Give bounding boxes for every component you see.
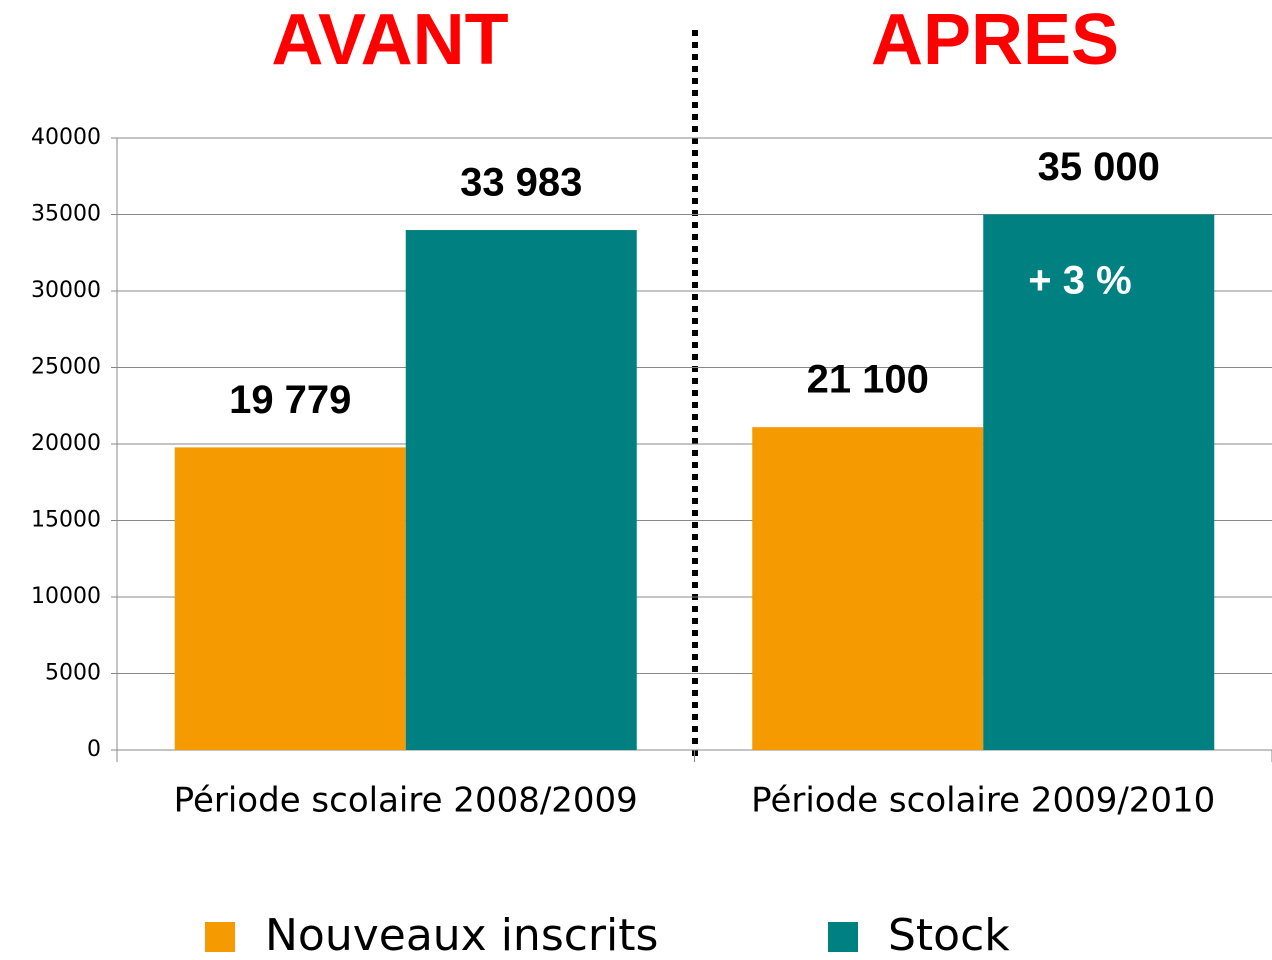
y-tick-label: 30000 [31, 278, 101, 303]
legend-label: Nouveaux inscrits [265, 910, 658, 960]
y-tick-label: 25000 [31, 355, 101, 380]
y-tick-label: 20000 [31, 431, 101, 456]
value-label: 21 100 [807, 358, 929, 402]
value-label: 35 000 [1038, 145, 1160, 189]
x-tick-label: Période scolaire 2008/2009 [174, 781, 638, 821]
legend-label: Stock [888, 910, 1010, 960]
y-tick-label: 10000 [31, 584, 101, 609]
legend-swatch [205, 922, 235, 952]
y-tick-label: 40000 [31, 125, 101, 150]
y-tick-label: 35000 [31, 202, 101, 227]
legend-swatch [828, 922, 858, 952]
bar [983, 214, 1215, 750]
annotation: AVANT [271, 0, 508, 80]
y-tick-label: 0 [87, 737, 101, 762]
value-label: 19 779 [229, 378, 351, 422]
bar [405, 230, 637, 750]
bar [174, 447, 406, 750]
y-tick-label: 5000 [45, 661, 101, 686]
annotation: APRES [871, 0, 1119, 80]
bar [752, 427, 984, 750]
x-tick-label: Période scolaire 2009/2010 [751, 781, 1215, 821]
annotation: + 3 % [1028, 259, 1131, 303]
y-tick-label: 15000 [31, 508, 101, 533]
value-label: 33 983 [460, 161, 582, 205]
